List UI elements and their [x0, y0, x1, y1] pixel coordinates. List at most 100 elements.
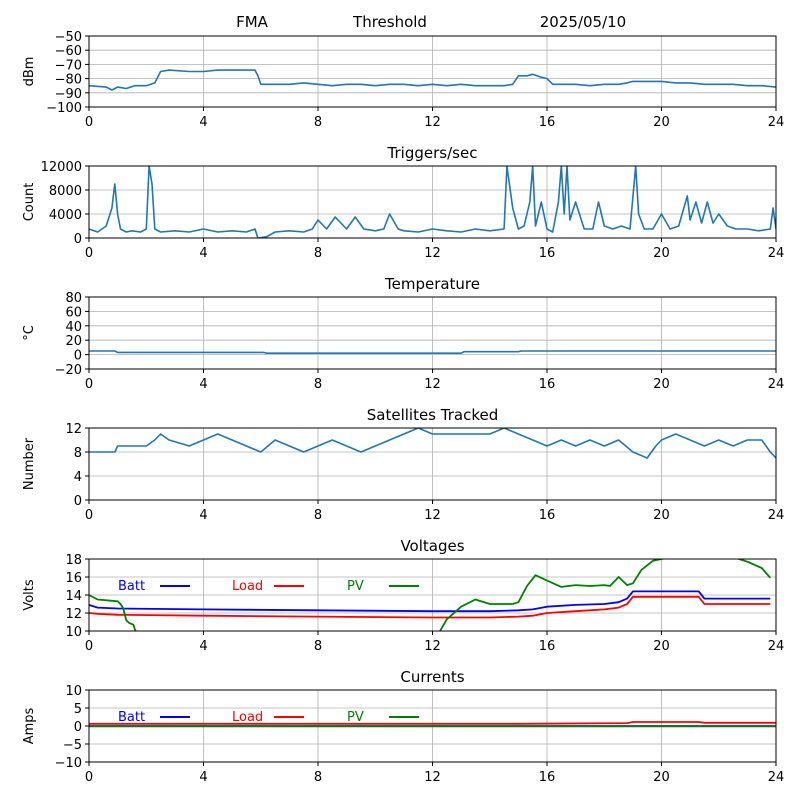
panel-title: Satellites Tracked: [367, 406, 498, 424]
y-tick-label: −100: [46, 101, 82, 116]
x-tick-label: 8: [314, 115, 322, 130]
y-tick-label: 5: [74, 702, 82, 717]
y-tick-label: 10: [65, 625, 82, 640]
y-tick-label: 16: [65, 571, 82, 586]
series-line-temperature: [89, 350, 776, 355]
y-tick-label: −90: [55, 87, 82, 102]
panel-title: Triggers/sec: [387, 144, 478, 162]
y-tick-label: 0: [74, 232, 82, 247]
x-tick-label: 16: [539, 115, 556, 130]
y-tick-label: 0: [74, 720, 82, 735]
series-line-load: [89, 595, 771, 619]
x-tick-label: 0: [85, 508, 93, 523]
x-tick-label: 24: [768, 639, 785, 654]
x-tick-label: 24: [768, 115, 785, 130]
y-tick-label: 40: [65, 320, 82, 335]
x-tick-label: 20: [653, 246, 670, 261]
x-tick-label: 12: [424, 508, 441, 523]
panel-voltages: 0 4 8 12 16 20 24 10 12 14 16 18 Volts Voltages Batt Lo…: [22, 537, 784, 654]
y-tick-label: 0: [74, 349, 82, 364]
panel-satellites: 0 4 8 12 16 20 24 0 4 8 12 Number Satellites Tracked: [22, 406, 784, 523]
y-tick-label: −60: [55, 44, 82, 59]
panel-title: Voltages: [400, 537, 464, 555]
x-tick-label: 24: [768, 770, 785, 785]
legend-label: Batt: [118, 579, 145, 594]
header-right: 2025/05/10: [540, 13, 626, 31]
x-tick-label: 12: [424, 639, 441, 654]
series-line-load: [89, 721, 776, 725]
x-tick-label: 0: [85, 115, 93, 130]
x-tick-label: 20: [653, 377, 670, 392]
x-tick-label: 16: [539, 508, 556, 523]
y-tick-label: 12: [65, 422, 82, 437]
x-tick-label: 4: [199, 377, 207, 392]
x-tick-label: 20: [653, 770, 670, 785]
y-tick-label: −5: [63, 738, 82, 753]
x-tick-label: 12: [424, 770, 441, 785]
y-axis-label: Count: [22, 183, 37, 222]
x-tick-label: 16: [539, 377, 556, 392]
x-tick-label: 20: [653, 639, 670, 654]
x-tick-label: 16: [539, 639, 556, 654]
y-tick-label: −50: [55, 30, 82, 45]
y-tick-label: 80: [65, 291, 82, 306]
x-tick-label: 4: [199, 508, 207, 523]
x-tick-label: 20: [653, 508, 670, 523]
x-tick-label: 12: [424, 115, 441, 130]
series-line-batt: [89, 590, 771, 613]
y-tick-label: 12: [65, 607, 82, 622]
series-line-satellites: [89, 428, 776, 459]
y-tick-label: 18: [65, 553, 82, 568]
y-tick-label: 4000: [49, 208, 82, 223]
legend-label: Load: [232, 710, 263, 725]
y-tick-label: −10: [55, 756, 82, 771]
panel-title: Temperature: [384, 275, 480, 293]
y-axis-label: Amps: [22, 707, 37, 744]
y-tick-label: −80: [55, 73, 82, 88]
x-tick-label: 12: [424, 377, 441, 392]
y-tick-label: 4: [74, 470, 82, 485]
legend-label: PV: [347, 710, 364, 725]
x-tick-label: 16: [539, 246, 556, 261]
x-tick-label: 8: [314, 508, 322, 523]
x-tick-label: 12: [424, 246, 441, 261]
y-tick-label: 8000: [49, 184, 82, 199]
x-tick-label: 24: [768, 377, 785, 392]
series-line-threshold: [89, 69, 776, 91]
x-tick-label: 4: [199, 115, 207, 130]
x-tick-label: 8: [314, 770, 322, 785]
y-tick-label: 10: [65, 684, 82, 699]
x-tick-label: 8: [314, 377, 322, 392]
y-axis-label: Number: [22, 437, 37, 490]
y-tick-label: 20: [65, 334, 82, 349]
y-tick-label: 8: [74, 446, 82, 461]
x-tick-label: 4: [199, 770, 207, 785]
panel-threshold: 0 4 8 12 16 20 24 −100−90−80−70−60−50 dBm: [22, 30, 784, 130]
y-tick-label: 60: [65, 305, 82, 320]
x-tick-label: 24: [768, 246, 785, 261]
panel-currents: 0 4 8 12 16 20 24 −10 −5 0 5 10 Amps Currents Batt Load…: [22, 668, 784, 785]
y-tick-label: 14: [65, 589, 82, 604]
legend-label: PV: [347, 579, 364, 594]
y-tick-label: 12000: [41, 160, 82, 175]
series-line-pv: [89, 559, 771, 631]
x-tick-label: 24: [768, 508, 785, 523]
y-axis-label: °C: [22, 325, 37, 341]
x-tick-label: 8: [314, 246, 322, 261]
x-tick-label: 0: [85, 639, 93, 654]
legend-label: Batt: [118, 710, 145, 725]
header-left: FMA: [236, 13, 269, 31]
header-center: Threshold: [352, 13, 427, 31]
y-tick-label: −20: [55, 363, 82, 378]
x-tick-label: 16: [539, 770, 556, 785]
y-axis-label: dBm: [22, 57, 37, 87]
x-tick-label: 4: [199, 246, 207, 261]
panel-triggers: 0 4 8 12 16 20 24 0 4000 8000 12000 Count Triggers/s…: [22, 144, 784, 261]
x-tick-label: 8: [314, 639, 322, 654]
y-tick-label: 0: [74, 494, 82, 509]
x-tick-label: 0: [85, 770, 93, 785]
legend-label: Load: [232, 579, 263, 594]
